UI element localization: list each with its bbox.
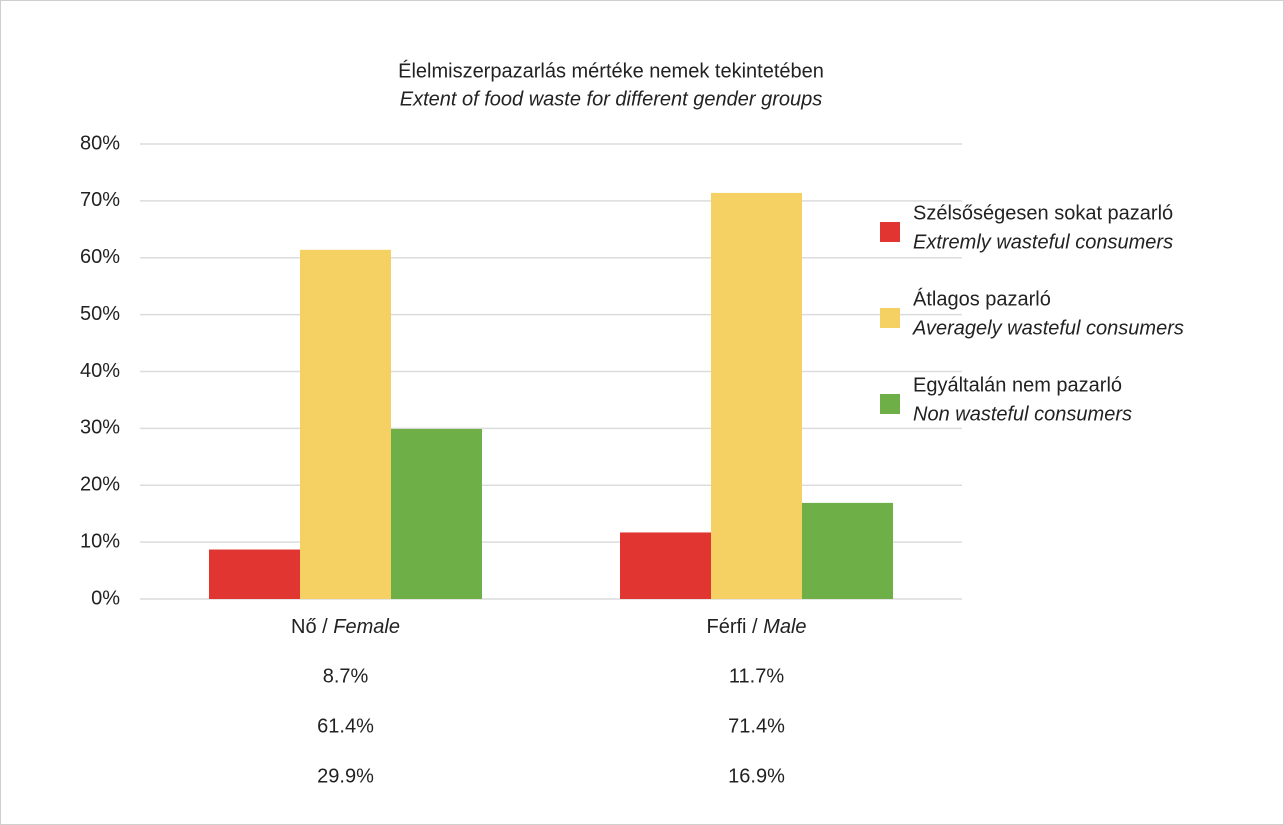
legend-label: Szélsőségesen sokat pazarló xyxy=(913,202,1173,224)
y-tick-label: 30% xyxy=(80,417,120,439)
bar xyxy=(802,502,893,599)
value-label: 61.4% xyxy=(317,715,374,737)
x-tick-label: Férfi / Male xyxy=(706,616,806,638)
value-label: 71.4% xyxy=(728,715,785,737)
y-tick-label: 40% xyxy=(80,360,120,382)
y-tick-label: 20% xyxy=(80,474,120,496)
legend-swatch xyxy=(880,222,900,242)
legend-sublabel: Non wasteful consumers xyxy=(913,403,1132,425)
legend-label: Egyáltalán nem pazarló xyxy=(913,374,1122,396)
bar xyxy=(711,192,802,599)
y-tick-label: 0% xyxy=(91,587,120,609)
legend-swatch xyxy=(880,308,900,328)
legend-sublabel: Extremly wasteful consumers xyxy=(913,231,1173,253)
y-tick-label: 60% xyxy=(80,246,120,268)
bar xyxy=(300,249,391,599)
chart-title: Élelmiszerpazarlás mértéke nemek tekinte… xyxy=(398,59,824,82)
legend-swatch xyxy=(880,394,900,414)
y-tick-label: 10% xyxy=(80,530,120,552)
value-label: 11.7% xyxy=(729,665,784,687)
value-label: 8.7% xyxy=(323,665,369,687)
chart-subtitle: Extent of food waste for different gende… xyxy=(400,88,822,110)
value-label: 29.9% xyxy=(317,765,374,787)
bar xyxy=(391,428,482,599)
x-tick-label: Nő / Female xyxy=(291,616,400,638)
y-tick-label: 50% xyxy=(80,303,120,325)
bar xyxy=(209,549,300,599)
legend-label: Átlagos pazarló xyxy=(913,287,1051,310)
y-tick-label: 70% xyxy=(80,189,120,211)
bar xyxy=(620,532,711,599)
value-label: 16.9% xyxy=(728,765,785,787)
y-tick-label: 80% xyxy=(80,132,120,154)
legend-sublabel: Averagely wasteful consumers xyxy=(912,317,1184,339)
